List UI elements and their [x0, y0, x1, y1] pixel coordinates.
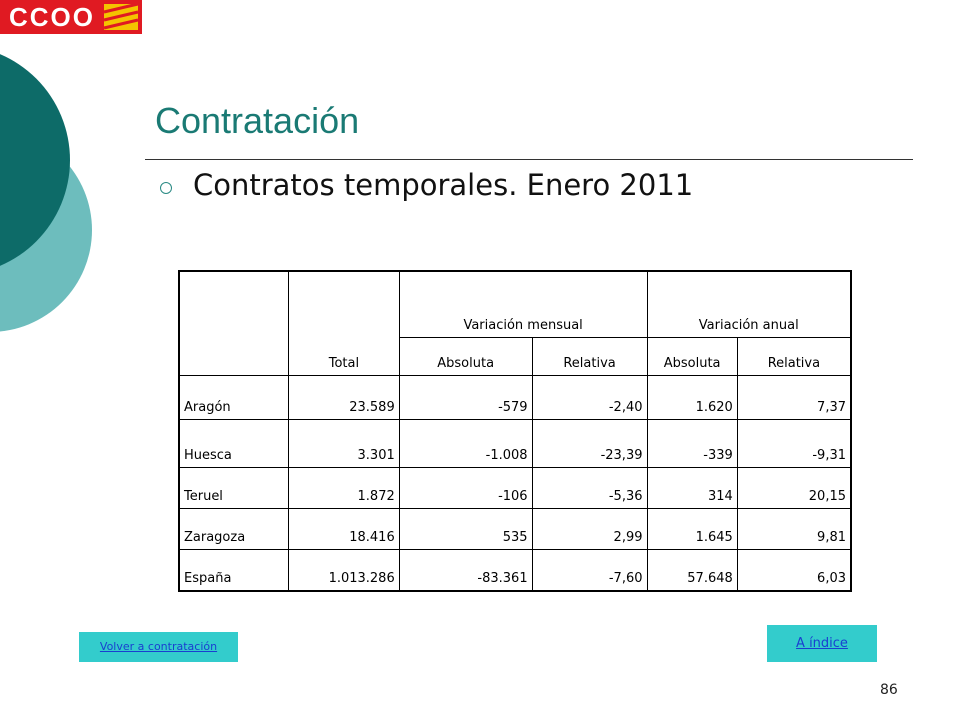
value-cell: 1.645 — [646, 507, 738, 550]
bullet-text: Contratos temporales. Enero 2011 — [193, 168, 694, 202]
header-cell: Variación anual — [646, 270, 852, 338]
row-label: Aragón — [178, 374, 290, 420]
table-row: Aragón 23.589 -579 -2,40 1.620 7,37 — [178, 374, 852, 420]
header-cell: Absoluta — [646, 336, 738, 376]
table-row: Huesca 3.301 -1.008 -23,39 -339 -9,31 — [178, 418, 852, 468]
value-cell: 314 — [646, 466, 738, 509]
value-cell: 535 — [398, 507, 533, 550]
header-cell: Relativa — [736, 336, 852, 376]
value-cell: -1.008 — [398, 418, 533, 468]
value-cell: -83.361 — [398, 548, 533, 592]
value-cell: 7,37 — [736, 374, 852, 420]
value-cell: 1.013.286 — [288, 548, 400, 592]
value-cell: 23.589 — [288, 374, 400, 420]
data-table: Total Variación mensual Variación anual … — [178, 270, 852, 592]
value-cell: 20,15 — [736, 466, 852, 509]
value-cell: -339 — [646, 418, 738, 468]
back-link[interactable]: Volver a contratación — [79, 632, 238, 662]
table-row: España 1.013.286 -83.361 -7,60 57.648 6,03 — [178, 548, 852, 592]
bullet-mark — [160, 182, 172, 194]
value-cell: -23,39 — [531, 418, 648, 468]
value-cell: -106 — [398, 466, 533, 509]
header-cell: Variación mensual — [398, 270, 648, 338]
value-cell: -7,60 — [531, 548, 648, 592]
table-row: Zaragoza 18.416 535 2,99 1.645 9,81 — [178, 507, 852, 550]
value-cell: 1.872 — [288, 466, 400, 509]
title: Contratación — [155, 100, 360, 141]
header-cell: Relativa — [531, 336, 648, 376]
value-cell: -5,36 — [531, 466, 648, 509]
row-label: España — [178, 548, 290, 592]
value-cell: 3.301 — [288, 418, 400, 468]
decoration: CCOO — [0, 0, 142, 332]
table-row: Teruel 1.872 -106 -5,36 314 20,15 — [178, 466, 852, 509]
value-cell: 1.620 — [646, 374, 738, 420]
rule — [145, 159, 913, 160]
value-cell: 2,99 — [531, 507, 648, 550]
index-link[interactable]: A índice — [767, 625, 877, 662]
page-number: 86 — [880, 682, 898, 698]
logo: CCOO — [9, 2, 95, 32]
value-cell: 18.416 — [288, 507, 400, 550]
value-cell: 9,81 — [736, 507, 852, 550]
value-cell: -579 — [398, 374, 533, 420]
header-cell: Total — [288, 270, 400, 376]
row-label: Zaragoza — [178, 507, 290, 550]
row-label: Huesca — [178, 418, 290, 468]
header-cell: Absoluta — [398, 336, 533, 376]
value-cell: -9,31 — [736, 418, 852, 468]
row-label: Teruel — [178, 466, 290, 509]
value-cell: 57.648 — [646, 548, 738, 592]
value-cell: 6,03 — [736, 548, 852, 592]
value-cell: -2,40 — [531, 374, 648, 420]
corner-cell — [178, 270, 290, 376]
